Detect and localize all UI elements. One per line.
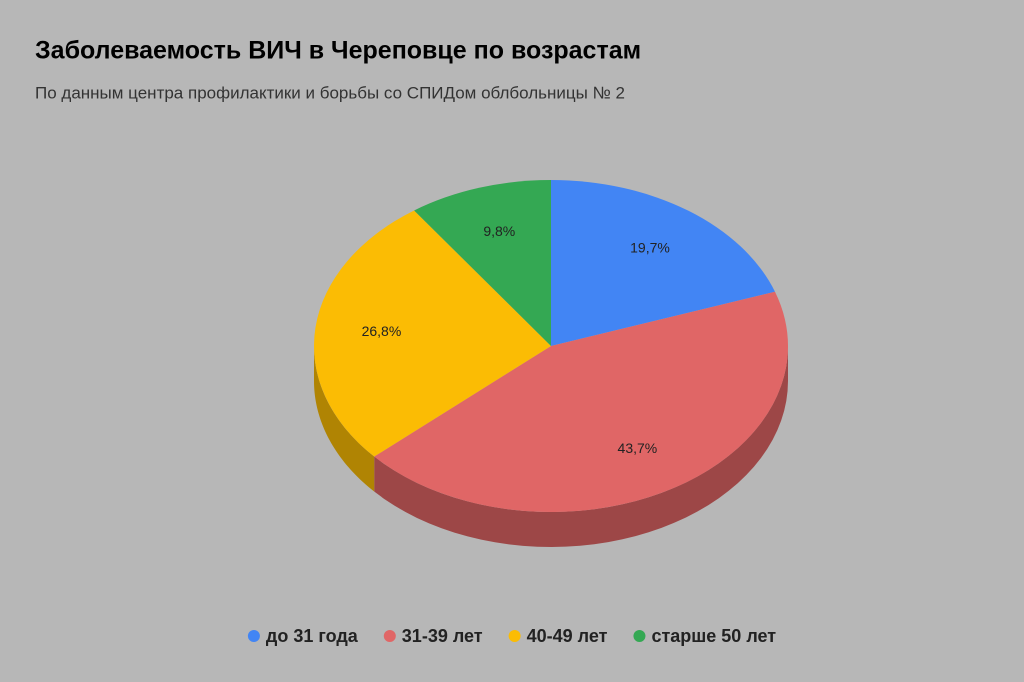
slice [551, 180, 775, 346]
slice-side [314, 346, 375, 492]
chart-title: Заболеваемость ВИЧ в Череповце по возрас… [35, 37, 641, 65]
data-label: 19,7% [630, 239, 670, 255]
chart-subtitle: По данным центра профилактики и борьбы с… [35, 83, 625, 102]
legend-label: 40-49 лет [527, 626, 608, 646]
legend-label: 31-39 лет [402, 626, 483, 646]
legend-marker [633, 630, 646, 642]
legend-marker [383, 630, 396, 642]
data-label: 26,8% [362, 323, 402, 339]
slice [414, 180, 551, 346]
slice [313, 210, 551, 457]
slice [374, 291, 788, 512]
legend-label: до 31 года [266, 626, 359, 646]
data-label: 9,8% [483, 223, 515, 239]
data-label: 43,7% [618, 440, 658, 456]
slice-side [374, 346, 788, 547]
legend-marker [247, 630, 260, 642]
legend-label: старше 50 лет [651, 626, 776, 646]
legend-marker [508, 630, 521, 642]
